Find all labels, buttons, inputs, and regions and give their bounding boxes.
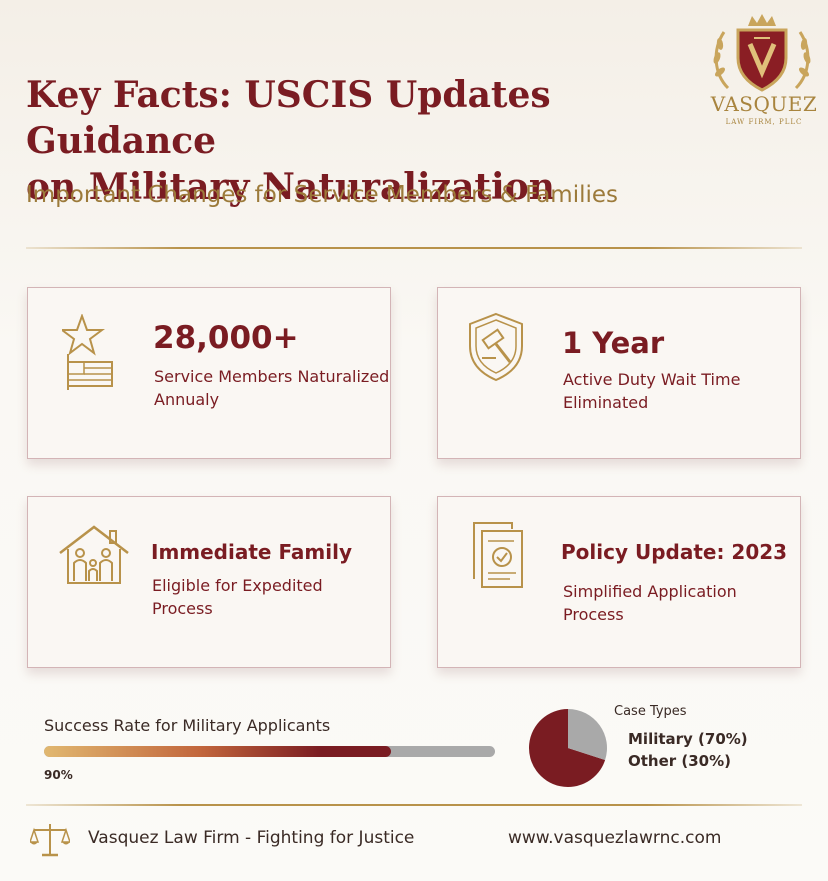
success-rate-label: Success Rate for Military Applicants: [44, 716, 331, 735]
pie-slice-other: [568, 709, 607, 761]
title-line-1: Key Facts: USCIS Updates Guidance: [26, 74, 551, 162]
shield-gavel-icon: [469, 312, 523, 382]
fact-value: Policy Update: 2023: [561, 540, 788, 564]
fact-description: Eligible for Expedited Process: [152, 574, 323, 620]
fact-card-wait-time: 1 Year Active Duty Wait Time Eliminated: [437, 287, 801, 459]
page-subtitle: Important Changes for Service Members & …: [26, 182, 619, 208]
header-divider: [26, 247, 802, 249]
footer-divider: [26, 804, 802, 806]
logo-subtitle: LAW FIRM, PLLC: [725, 118, 803, 126]
pie-title: Case Types: [614, 704, 687, 719]
fact-card-naturalized: 28,000+ Service Members Naturalized Annu…: [27, 287, 391, 459]
pie-legend-military: Military (70%): [628, 730, 748, 748]
scales-icon: [30, 824, 70, 857]
page-title: Key Facts: USCIS Updates Guidance on Mil…: [26, 72, 716, 210]
fact-description: Service Members Naturalized Annualy: [154, 365, 389, 411]
pie-slice-military: [529, 709, 606, 787]
pie-legend-other: Other (30%): [628, 752, 732, 770]
fact-description: Simplified Application Process: [563, 580, 737, 626]
fact-description-line: Process: [152, 599, 213, 618]
fact-description-line: Service Members Naturalized: [154, 367, 390, 386]
fact-description-line: Process: [563, 605, 624, 624]
fact-description-line: Annualy: [154, 390, 220, 409]
footer-website-link[interactable]: www.vasquezlawrnc.com: [508, 828, 722, 848]
house-family-icon: [59, 525, 129, 584]
star-flag-icon: [62, 314, 113, 390]
case-types-pie-chart: [529, 709, 607, 787]
fact-card-policy: Policy Update: 2023 Simplified Applicati…: [437, 496, 801, 668]
title-line-2: on Military Naturalization: [26, 166, 555, 208]
footer-firm-text: Vasquez Law Firm - Fighting for Justice: [88, 828, 415, 848]
fact-description: Active Duty Wait Time Eliminated: [563, 368, 740, 414]
document-check-icon: [473, 522, 523, 588]
fact-value: 1 Year: [562, 326, 665, 360]
crest-shield-icon: [713, 14, 811, 92]
fact-card-family: Immediate Family Eligible for Expedited …: [27, 496, 391, 668]
fact-value: 28,000+: [153, 320, 299, 356]
fact-value: Immediate Family: [151, 540, 353, 564]
success-rate-value: 90%: [44, 768, 73, 782]
success-rate-fill: [44, 746, 392, 757]
fact-description-line: Simplified Application: [563, 582, 737, 601]
logo-name: VASQUEZ: [710, 92, 818, 116]
success-rate-bar: [44, 746, 495, 757]
fact-description-line: Eliminated: [563, 393, 649, 412]
fact-description-line: Active Duty Wait Time: [563, 370, 741, 389]
fact-description-line: Eligible for Expedited: [152, 576, 323, 595]
